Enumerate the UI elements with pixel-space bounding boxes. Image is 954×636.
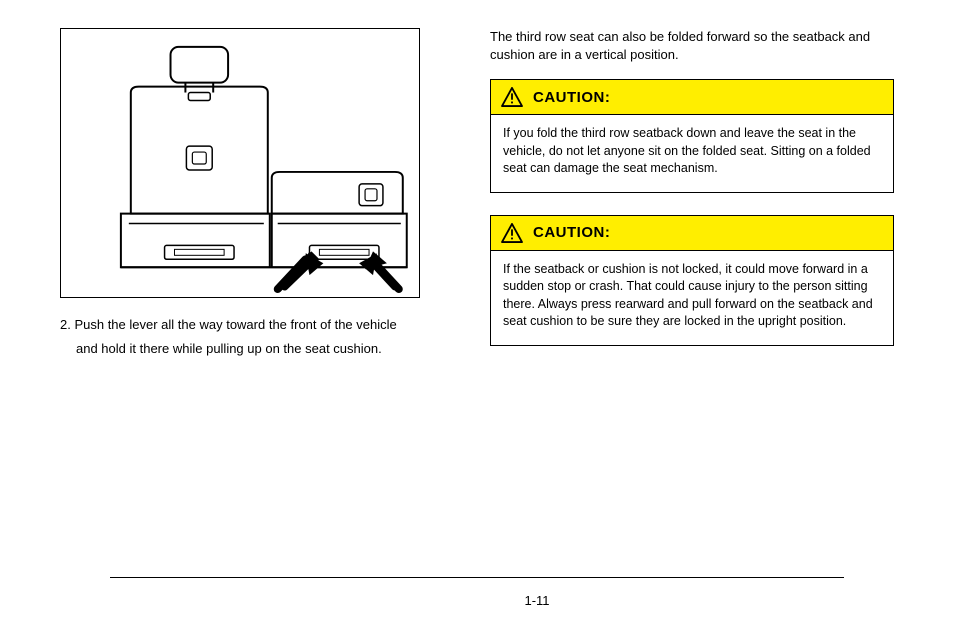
footer-rule	[110, 577, 844, 578]
warning-icon	[501, 223, 523, 243]
caution-box-1: CAUTION: If you fold the third row seatb…	[490, 79, 894, 193]
instruction-line-2: and hold it there while pulling up on th…	[60, 340, 440, 358]
caution-header-1: CAUTION:	[491, 80, 893, 115]
page-number: 1-11	[60, 593, 954, 608]
warning-icon	[501, 87, 523, 107]
right-intro-text: The third row seat can also be folded fo…	[490, 28, 894, 63]
instruction-step: 2. Push the lever all the way toward the…	[60, 316, 440, 357]
caution-title-2: CAUTION:	[533, 224, 610, 241]
manual-page: 2. Push the lever all the way toward the…	[0, 0, 954, 636]
left-column: 2. Push the lever all the way toward the…	[60, 28, 440, 368]
caution-title-1: CAUTION:	[533, 89, 610, 106]
right-column: The third row seat can also be folded fo…	[490, 28, 894, 368]
instruction-line-1: 2. Push the lever all the way toward the…	[60, 316, 440, 334]
seat-illustration	[60, 28, 420, 298]
caution-header-2: CAUTION:	[491, 216, 893, 251]
seat-svg	[61, 29, 419, 297]
caution-body-2: If the seatback or cushion is not locked…	[491, 251, 893, 345]
two-column-layout: 2. Push the lever all the way toward the…	[60, 28, 894, 368]
caution-body-1: If you fold the third row seatback down …	[491, 115, 893, 192]
caution-box-2: CAUTION: If the seatback or cushion is n…	[490, 215, 894, 346]
